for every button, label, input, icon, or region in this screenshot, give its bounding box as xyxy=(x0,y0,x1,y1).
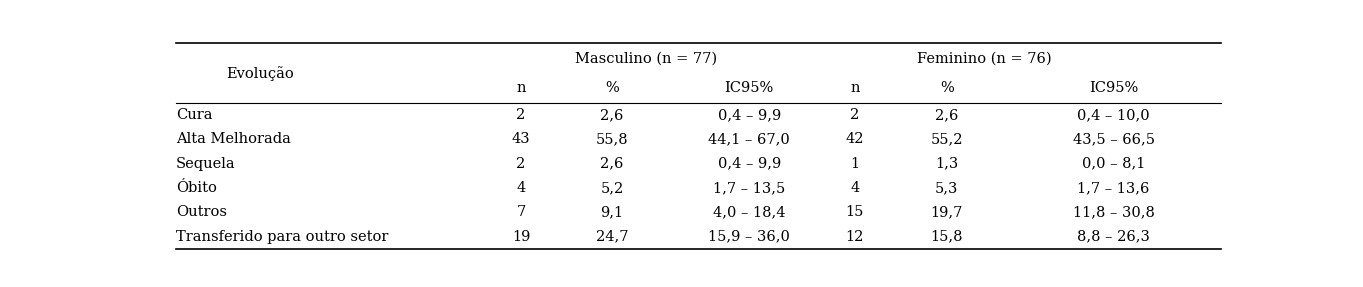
Text: 12: 12 xyxy=(845,230,864,244)
Text: 2: 2 xyxy=(517,157,526,171)
Text: 0,4 – 10,0: 0,4 – 10,0 xyxy=(1077,108,1150,122)
Text: Transferido para outro setor: Transferido para outro setor xyxy=(176,230,388,244)
Text: 2: 2 xyxy=(517,108,526,122)
Text: 8,8 – 26,3: 8,8 – 26,3 xyxy=(1077,230,1150,244)
Text: Masculino (n = 77): Masculino (n = 77) xyxy=(575,51,717,65)
Text: 43: 43 xyxy=(511,132,530,146)
Text: 24,7: 24,7 xyxy=(596,230,628,244)
Text: 7: 7 xyxy=(517,205,526,219)
Text: 1,3: 1,3 xyxy=(935,157,958,171)
Text: Óbito: Óbito xyxy=(176,181,217,195)
Text: 0,4 – 9,9: 0,4 – 9,9 xyxy=(717,157,781,171)
Text: 19: 19 xyxy=(512,230,530,244)
Text: 2,6: 2,6 xyxy=(600,108,624,122)
Text: Evolução: Evolução xyxy=(226,66,294,81)
Text: 55,8: 55,8 xyxy=(596,132,628,146)
Text: 15: 15 xyxy=(845,205,864,219)
Text: 1: 1 xyxy=(851,157,860,171)
Text: 15,8: 15,8 xyxy=(931,230,964,244)
Text: 55,2: 55,2 xyxy=(931,132,964,146)
Text: 2,6: 2,6 xyxy=(935,108,958,122)
Text: 5,2: 5,2 xyxy=(600,181,623,195)
Text: 4: 4 xyxy=(851,181,860,195)
Text: IC95%: IC95% xyxy=(1089,81,1138,95)
Text: 0,4 – 9,9: 0,4 – 9,9 xyxy=(717,108,781,122)
Text: 11,8 – 30,8: 11,8 – 30,8 xyxy=(1073,205,1154,219)
Text: Alta Melhorada: Alta Melhorada xyxy=(176,132,290,146)
Text: 0,0 – 8,1: 0,0 – 8,1 xyxy=(1082,157,1145,171)
Text: 9,1: 9,1 xyxy=(600,205,623,219)
Text: n: n xyxy=(517,81,526,95)
Text: 43,5 – 66,5: 43,5 – 66,5 xyxy=(1073,132,1154,146)
Text: %: % xyxy=(605,81,619,95)
Text: 42: 42 xyxy=(845,132,864,146)
Text: 15,9 – 36,0: 15,9 – 36,0 xyxy=(709,230,791,244)
Text: 5,3: 5,3 xyxy=(935,181,958,195)
Text: 19,7: 19,7 xyxy=(931,205,964,219)
Text: Sequela: Sequela xyxy=(176,157,236,171)
Text: Outros: Outros xyxy=(176,205,226,219)
Text: 4,0 – 18,4: 4,0 – 18,4 xyxy=(713,205,785,219)
Text: %: % xyxy=(940,81,954,95)
Text: 1,7 – 13,6: 1,7 – 13,6 xyxy=(1078,181,1150,195)
Text: 44,1 – 67,0: 44,1 – 67,0 xyxy=(709,132,791,146)
Text: 2,6: 2,6 xyxy=(600,157,624,171)
Text: 1,7 – 13,5: 1,7 – 13,5 xyxy=(713,181,785,195)
Text: 2: 2 xyxy=(851,108,860,122)
Text: Cura: Cura xyxy=(176,108,213,122)
Text: 4: 4 xyxy=(517,181,526,195)
Text: Feminino (n = 76): Feminino (n = 76) xyxy=(917,51,1052,65)
Text: n: n xyxy=(851,81,860,95)
Text: IC95%: IC95% xyxy=(725,81,774,95)
